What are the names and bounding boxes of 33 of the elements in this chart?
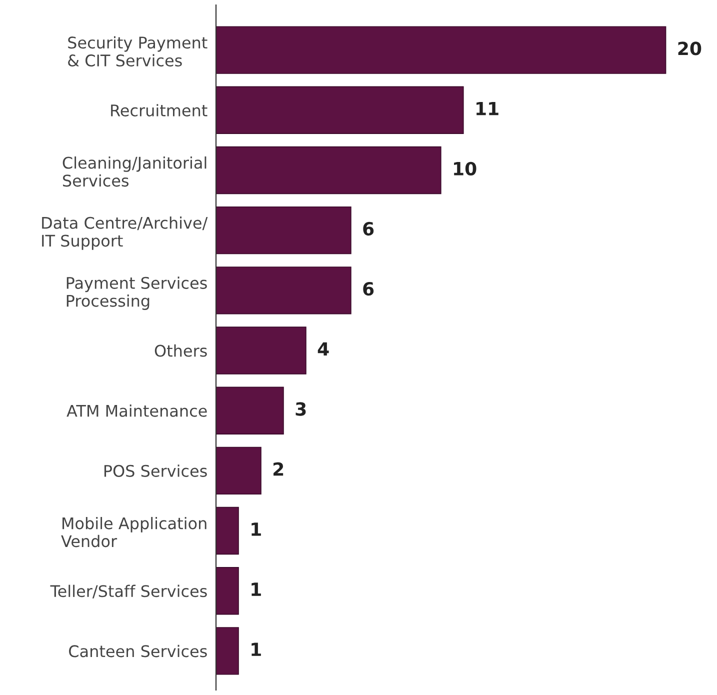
data-label: 1	[252, 642, 261, 656]
bar	[216, 446, 262, 495]
data-label: 6	[363, 222, 374, 236]
y-tick-label: ATM Maintenance	[66, 404, 207, 417]
y-tick-label: Security Payment & CIT Services	[68, 36, 208, 67]
data-label: 20	[678, 42, 702, 56]
bar	[216, 86, 464, 134]
y-tick-label: Teller/Staff Services	[50, 584, 207, 598]
bar	[216, 326, 306, 374]
bar	[216, 266, 352, 314]
bar	[216, 567, 239, 615]
bar	[216, 26, 666, 74]
y-tick-label: Cleaning/Janitorial Services	[62, 156, 206, 187]
data-label: 1	[252, 582, 261, 596]
data-label: 11	[476, 102, 498, 116]
bar	[216, 386, 284, 434]
data-label: 3	[296, 402, 306, 416]
data-label: 2	[274, 462, 284, 476]
data-label: 1	[252, 522, 261, 536]
bar	[216, 627, 239, 675]
bar	[216, 206, 352, 254]
y-tick-label: Others	[154, 344, 207, 357]
data-label: 6	[363, 282, 374, 296]
data-label: 10	[454, 162, 476, 176]
y-tick-label: Canteen Services	[69, 644, 207, 658]
y-tick-label: POS Services	[104, 464, 207, 477]
bar	[216, 506, 239, 555]
y-tick-label: Payment Services Processing	[66, 276, 207, 310]
y-tick-label: Data Centre/Archive/ IT Support	[42, 216, 208, 250]
bar	[216, 146, 442, 194]
y-tick-label: Mobile Application Vendor	[61, 516, 206, 548]
data-label: 4	[318, 342, 329, 356]
y-tick-label: Recruitment	[111, 104, 208, 116]
